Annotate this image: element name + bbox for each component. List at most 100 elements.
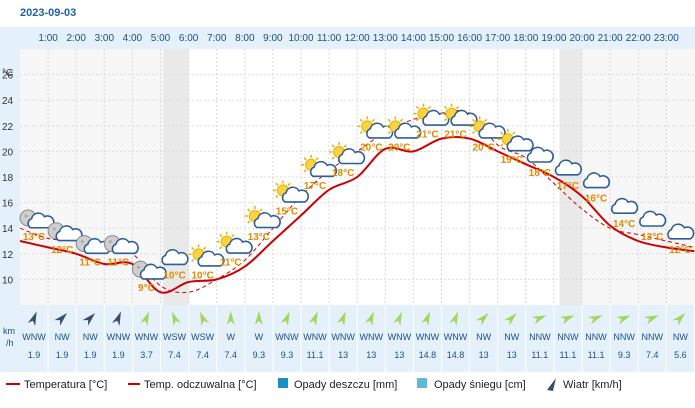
cloud-icon bbox=[667, 223, 695, 240]
moon-cloud-icon bbox=[47, 222, 83, 242]
y-tick-label: 18 bbox=[2, 173, 14, 184]
wind-speed: 13 bbox=[394, 350, 404, 360]
wind-speed: 13 bbox=[366, 350, 376, 360]
temp-point-label: 15°C bbox=[276, 206, 298, 217]
wind-direction: WNW bbox=[388, 332, 412, 342]
legend-wind: Wiatr [km/h] bbox=[563, 379, 622, 391]
temp-point-label: 21°C bbox=[444, 130, 466, 141]
y-tick-label: 26 bbox=[2, 71, 14, 82]
wind-direction: NNW bbox=[613, 332, 635, 342]
wind-speed: 1.9 bbox=[56, 350, 69, 360]
wind-direction: WNW bbox=[135, 332, 159, 342]
wind-arrow-icon bbox=[200, 311, 209, 326]
wind-arrow-icon bbox=[254, 311, 263, 325]
hour-label: 2:00 bbox=[66, 33, 86, 44]
wind-arrow-icon bbox=[421, 311, 431, 326]
wind-speed: 7.4 bbox=[196, 350, 209, 360]
wind-arrow-icon bbox=[27, 311, 37, 326]
wind-direction: NW bbox=[476, 332, 491, 342]
sun-cloud-icon bbox=[216, 231, 253, 254]
wind-speed: 11.1 bbox=[560, 350, 577, 360]
wind-arrow-icon bbox=[171, 311, 181, 326]
temp-point-label: 19°C bbox=[501, 155, 523, 166]
wind-speed: 1.9 bbox=[112, 350, 125, 360]
moon-cloud-icon bbox=[19, 209, 55, 229]
hour-label: 16:00 bbox=[457, 33, 482, 44]
hour-header bbox=[20, 27, 695, 49]
temp-point-label: 17°C bbox=[304, 181, 326, 192]
hour-label: 19:00 bbox=[541, 33, 566, 44]
hour-label: 22:00 bbox=[626, 33, 651, 44]
legend-snow: Opady śniegu [cm] bbox=[434, 379, 526, 391]
hour-label: 10:00 bbox=[288, 33, 313, 44]
y-tick-label: 22 bbox=[2, 122, 14, 133]
wind-speed: 14.8 bbox=[419, 350, 437, 360]
y-tick-label: 20 bbox=[2, 147, 14, 158]
y-tick-label: 10 bbox=[2, 275, 14, 286]
y-unit-label: °C bbox=[2, 68, 13, 79]
wind-speed: 13 bbox=[479, 350, 489, 360]
cloud-icon bbox=[639, 210, 667, 227]
legend: Temperatura [°C] Temp. odczuwalna [°C] O… bbox=[6, 378, 622, 391]
wind-speed: 13 bbox=[338, 350, 348, 360]
legend-rain: Opady deszczu [mm] bbox=[294, 379, 397, 391]
wind-arrow-icon bbox=[616, 315, 631, 325]
temp-point-label: 18°C bbox=[529, 168, 551, 179]
wind-direction: WNW bbox=[444, 332, 468, 342]
wind-unit-km: km bbox=[3, 326, 15, 336]
hour-label: 11:00 bbox=[317, 33, 342, 44]
wind-speed: 13 bbox=[507, 350, 517, 360]
dusk-band bbox=[559, 49, 582, 305]
temp-point-label: 9°C bbox=[138, 283, 155, 294]
wind-direction: NNW bbox=[642, 332, 664, 342]
wind-direction: WNW bbox=[107, 332, 131, 342]
y-tick-label: 12 bbox=[2, 250, 14, 261]
wind-direction: WNW bbox=[331, 332, 355, 342]
temp-point-label: 16°C bbox=[585, 194, 607, 205]
temp-point-label: 13°C bbox=[248, 232, 270, 243]
hour-label: 12:00 bbox=[345, 33, 370, 44]
temp-point-label: 10°C bbox=[163, 270, 185, 281]
wind-speed: 7.4 bbox=[168, 350, 181, 360]
wind-speed: 11.1 bbox=[588, 350, 605, 360]
temp-point-label: 17°C bbox=[557, 181, 579, 192]
wind-direction: NNW bbox=[529, 332, 551, 342]
temp-point-label: 13°C bbox=[23, 232, 45, 243]
legend-feels: Temp. odczuwalna [°C] bbox=[144, 379, 257, 391]
wind-arrow-icon bbox=[82, 313, 96, 326]
temp-point-label: 12°C bbox=[51, 245, 73, 256]
legend-rain-swatch bbox=[278, 378, 288, 388]
legend-temp: Temperatura [°C] bbox=[24, 379, 107, 391]
temp-point-label: 11°C bbox=[107, 258, 129, 269]
wind-arrow-icon bbox=[475, 313, 489, 326]
hour-label: 6:00 bbox=[179, 33, 199, 44]
wind-arrow-icon bbox=[336, 311, 346, 326]
sun-cloud-icon bbox=[244, 206, 281, 229]
y-tick-label: 14 bbox=[2, 224, 14, 235]
sun-cloud-icon bbox=[441, 103, 478, 126]
wind-direction: NW bbox=[673, 332, 688, 342]
moon-cloud-icon bbox=[103, 235, 139, 255]
temp-point-label: 12°C bbox=[669, 245, 691, 256]
wind-speed: 9.3 bbox=[618, 350, 631, 360]
wind-speed: 7.4 bbox=[224, 350, 237, 360]
temp-point-label: 18°C bbox=[332, 168, 354, 179]
hour-label: 1:00 bbox=[38, 33, 58, 44]
wind-speed: 1.9 bbox=[28, 350, 41, 360]
temp-point-label: 11°C bbox=[220, 258, 242, 269]
y-tick-label: 16 bbox=[2, 199, 14, 210]
wind-arrow-icon bbox=[308, 311, 318, 326]
wind-arrow-icon bbox=[226, 311, 235, 325]
y-axis-strip bbox=[0, 27, 20, 372]
wind-arrow-icon bbox=[672, 313, 686, 326]
temp-point-label: 14°C bbox=[613, 219, 635, 230]
temp-point-label: 13°C bbox=[641, 232, 663, 243]
wind-arrow-icon bbox=[393, 311, 402, 326]
wind-arrow-icon bbox=[503, 313, 517, 326]
cloud-icon bbox=[526, 146, 554, 163]
wind-arrow-icon bbox=[54, 313, 68, 326]
wind-speed: 11.1 bbox=[531, 350, 548, 360]
temperature-line bbox=[19, 136, 695, 294]
wind-speed: 9.3 bbox=[281, 350, 294, 360]
